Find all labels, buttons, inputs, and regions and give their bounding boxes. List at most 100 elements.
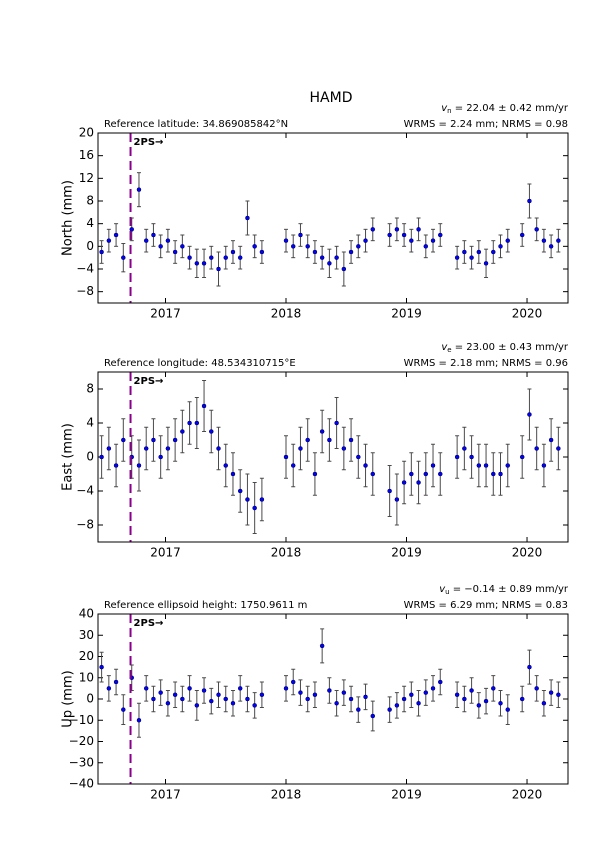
data-point: [430, 686, 436, 691]
chart-title: HAMD: [310, 90, 353, 106]
data-point: [312, 471, 318, 477]
data-point: [172, 437, 178, 443]
rate-text: vn = 22.04 ± 0.42 mm/yr: [441, 103, 569, 115]
data-point: [327, 261, 332, 266]
data-point: [534, 446, 539, 451]
data-point: [416, 701, 421, 706]
data-point: [180, 244, 185, 249]
data-point: [172, 249, 178, 255]
data-point: [216, 266, 221, 272]
data-point: [334, 701, 339, 706]
data-point: [165, 446, 171, 451]
plot-frame: [97, 132, 569, 304]
data-point: [401, 696, 407, 702]
data-point: [106, 446, 112, 451]
data-point: [180, 696, 185, 702]
data-point: [230, 701, 236, 706]
y-tick-label: −40: [69, 777, 94, 791]
y-tick-label: 0: [86, 450, 94, 464]
data-point: [121, 437, 126, 443]
x-tick-label: 2018: [271, 307, 302, 321]
data-point: [113, 679, 119, 685]
data-point: [209, 698, 214, 704]
data-point: [423, 690, 429, 695]
data-point: [498, 471, 503, 477]
data-point: [548, 437, 554, 443]
data-point: [438, 679, 443, 685]
y-tick-label: −4: [76, 262, 94, 276]
data-point: [454, 255, 460, 260]
data-point: [394, 497, 400, 502]
data-point: [541, 463, 547, 468]
rate-symbol: v: [441, 342, 448, 353]
data-point: [519, 454, 525, 460]
data-point: [290, 244, 296, 249]
rate-subscript: n: [447, 107, 451, 115]
data-point: [476, 249, 482, 255]
data-point: [106, 686, 112, 691]
data-point: [327, 688, 332, 693]
data-point: [252, 505, 257, 511]
stats-text: WRMS = 6.29 mm; NRMS = 0.83: [404, 600, 568, 611]
rate-value: = −0.14 ± 0.89 mm/yr: [450, 584, 569, 595]
y-tick-label: −20: [69, 734, 94, 748]
y-tick-label: 30: [79, 628, 94, 642]
data-point: [387, 232, 392, 238]
event-label: 2PS→: [134, 618, 164, 629]
data-point: [143, 238, 149, 243]
data-point: [476, 703, 482, 708]
data-point: [136, 718, 142, 723]
data-point: [283, 454, 289, 460]
data-point: [334, 420, 339, 426]
data-point: [245, 215, 250, 221]
data-point: [430, 463, 436, 468]
data-point: [527, 412, 532, 417]
y-tick-label: 8: [86, 382, 94, 396]
data-point: [99, 664, 104, 670]
y-tick-label: 20: [79, 126, 94, 140]
data-point: [519, 232, 525, 238]
event-label: 2PS→: [134, 137, 164, 148]
data-point: [416, 227, 421, 232]
data-point: [319, 429, 325, 434]
data-point: [216, 692, 221, 697]
data-point: [290, 679, 296, 685]
data-point: [172, 692, 178, 697]
data-point: [252, 244, 257, 249]
data-point: [483, 698, 489, 704]
data-point: [113, 463, 119, 468]
data-point: [283, 238, 289, 243]
data-point: [143, 686, 149, 691]
data-point: [305, 244, 310, 249]
y-tick-label: 4: [86, 416, 94, 430]
data-point: [394, 227, 400, 232]
data-point: [165, 238, 171, 243]
x-tick-label: 2017: [150, 788, 181, 802]
data-point: [462, 446, 467, 451]
y-tick-label: 4: [86, 216, 94, 230]
y-tick-label: −8: [76, 518, 94, 532]
data-point: [541, 701, 547, 706]
data-point: [534, 686, 539, 691]
data-point: [556, 692, 561, 697]
y-tick-label: 20: [79, 649, 94, 663]
data-point: [99, 454, 104, 460]
data-point: [216, 446, 221, 451]
y-axis-label: North (mm): [61, 180, 76, 256]
data-point: [187, 420, 192, 426]
data-point: [312, 249, 318, 255]
data-point: [158, 454, 163, 460]
data-point: [370, 227, 376, 232]
data-point: [298, 446, 303, 451]
y-tick-label: 40: [79, 607, 94, 621]
plot-frame: [97, 613, 569, 785]
y-tick-label: −8: [76, 284, 94, 298]
data-point: [401, 232, 407, 238]
x-tick-label: 2018: [271, 788, 302, 802]
data-point: [209, 255, 214, 260]
data-point: [527, 664, 532, 670]
data-point: [548, 690, 554, 695]
data-point: [136, 187, 142, 192]
data-point: [187, 255, 192, 260]
data-point: [541, 238, 547, 243]
